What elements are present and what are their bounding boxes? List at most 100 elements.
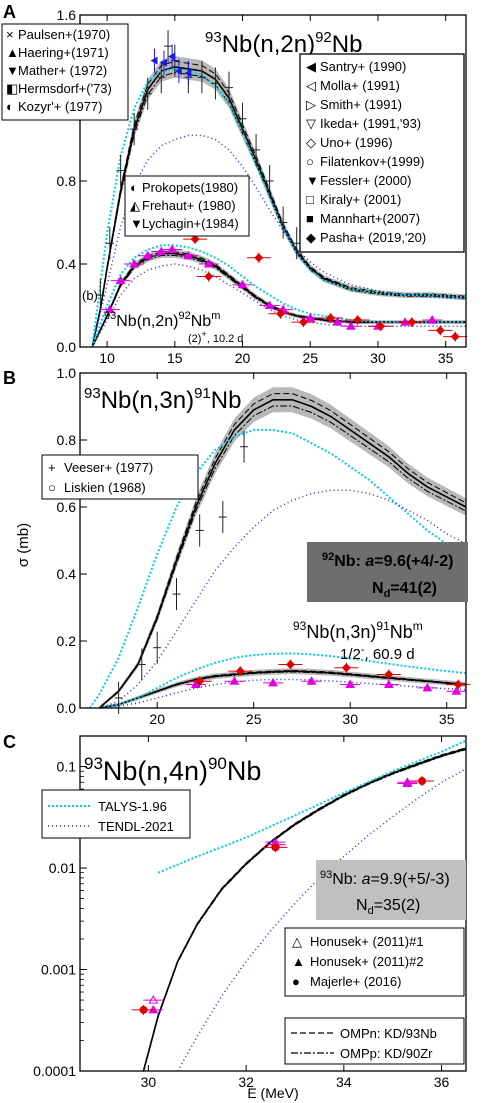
svg-text:▷: ▷ — [306, 97, 316, 112]
ompp-curve — [98, 405, 467, 709]
panel-a-data-points — [96, 30, 468, 342]
evaluation-curve — [98, 398, 467, 709]
data-point — [291, 317, 316, 328]
x-tick-label: 25 — [246, 711, 262, 727]
data-point — [428, 325, 453, 336]
data-point — [268, 308, 293, 319]
evaluation-curve — [91, 252, 466, 348]
data-point — [124, 258, 145, 268]
svg-text:○: ○ — [306, 154, 314, 169]
svg-text:◐: ◐ — [6, 99, 14, 114]
data-point — [174, 59, 182, 84]
panel-a-b-label: (b) — [82, 288, 98, 303]
legend-hermsdorf: Hermsdorf+('73) — [18, 81, 112, 96]
data-point — [137, 250, 158, 260]
legend-filatenkov: Filatenkov+(1999) — [320, 154, 424, 169]
tendl-curve — [99, 678, 467, 709]
legend-pasha: Pasha+ (2019,'20) — [320, 230, 426, 245]
data-point — [368, 321, 393, 332]
data-point — [410, 776, 435, 787]
y-tick-label: 0.6 — [57, 499, 77, 515]
ompn-curve — [91, 60, 467, 348]
svg-text:92Nb: a=9.6(+4/-2): 92Nb: a=9.6(+4/-2) — [322, 551, 453, 570]
legend-majerle: Majerle+ (2016) — [310, 974, 401, 989]
panel-c-legend-points: △ Honusek+ (2011)#1 ▲ Honusek+ (2011)#2 ● M… — [284, 927, 465, 997]
panel-c-axes: 30 32 34 36 0.0001 0.001 0.01 0.1 — [33, 736, 450, 1090]
svg-text:93Nb: a=9.9(+5/-3): 93Nb: a=9.9(+5/-3) — [320, 869, 450, 888]
y-tick-label: 0.8 — [57, 173, 77, 189]
tendl-curve — [91, 134, 467, 348]
data-point — [195, 514, 204, 547]
data-point — [211, 67, 220, 100]
data-point — [184, 61, 192, 86]
panel-b-frame — [79, 372, 467, 709]
data-point — [240, 430, 249, 463]
x-tick-label: 36 — [434, 1074, 450, 1090]
panel-c: 30 32 34 36 0.0001 0.001 0.01 0.1 93Nb(n,4n)90N… — [33, 735, 467, 1101]
legend-santry: Santry+ (1990) — [320, 59, 406, 74]
data-point — [137, 648, 146, 681]
data-point — [105, 227, 114, 260]
y-tick-label: 0.001 — [41, 962, 76, 978]
legend-kozyr: Kozyr'+ (1977) — [18, 99, 103, 114]
data-point — [345, 315, 370, 326]
data-point — [131, 1004, 156, 1015]
x-tick-label: 30 — [141, 1074, 157, 1090]
data-point — [110, 275, 131, 285]
data-point — [162, 244, 183, 253]
y-tick-label: 0.1 — [57, 759, 77, 775]
y-tick-label: 0.0 — [57, 700, 77, 716]
panel-c-data-points — [131, 776, 435, 1015]
panel-a-frame — [79, 14, 467, 348]
data-point — [116, 154, 125, 187]
data-point — [172, 578, 181, 611]
y-tick-label: 0.4 — [57, 566, 77, 582]
data-point — [340, 679, 361, 689]
svg-text:◧: ◧ — [6, 81, 18, 96]
data-point — [263, 677, 283, 687]
svg-text:+: + — [48, 460, 56, 475]
data-point — [196, 271, 221, 282]
data-point — [399, 317, 424, 328]
panel-b-axes: 20 25 30 35 0.0 0.2 0.4 0.6 0.8 1.0 — [57, 365, 455, 727]
legend-ompn: OMPn: KD/93Nb — [340, 1026, 437, 1041]
data-point — [218, 501, 227, 534]
legend-paulsen: Paulsen+(1970) — [18, 27, 110, 42]
svg-text:◐: ◐ — [130, 180, 138, 195]
x-tick-label: 15 — [167, 350, 183, 366]
x-tick-label: 32 — [238, 1074, 254, 1090]
panel-a-label: A — [3, 2, 16, 22]
svg-text:▼: ▼ — [6, 63, 19, 78]
y-tick-label: 1.0 — [57, 365, 77, 381]
ompn-curve — [143, 747, 467, 1071]
svg-text:◁: ◁ — [306, 78, 316, 93]
panel-b-legend: + Veeser+ (1977) ○ Liskien (1968) — [41, 454, 199, 500]
legend-ikeda: Ikeda+ (1991,'93) — [320, 116, 421, 131]
data-point — [228, 666, 253, 677]
y-tick-label: 0.8 — [57, 432, 77, 448]
data-point — [443, 331, 468, 342]
panel-a-legend-right: ◀ Santry+ (1990) ◁ Molla+ (1991) ▷ Smith+ (… — [299, 53, 465, 253]
panel-a-legend-middle: ◐ Prokopets(1980) ◭ Frehaut+ (1980) ▼ Lycha… — [124, 175, 250, 237]
data-point — [376, 669, 401, 680]
legend-smith: Smith+ (1991) — [320, 97, 402, 112]
data-point — [178, 250, 199, 260]
data-point — [417, 682, 438, 692]
svg-text:◆: ◆ — [306, 230, 316, 245]
legend-fessler: Fessler+ (2000) — [320, 173, 411, 188]
data-point — [252, 133, 261, 166]
y-tick-label: 0.0001 — [33, 1063, 76, 1079]
panel-b-curves — [88, 393, 467, 709]
panel-b-parameter-box: 92Nb: a=9.6(+4/-2) Nd=41(2) — [307, 542, 468, 602]
panel-b: 20 25 30 35 0.0 0.2 0.4 0.6 0.8 1.0 93Nb(n,3n)91N… — [15, 365, 471, 727]
data-point — [96, 279, 105, 312]
evaluation-curve — [99, 670, 467, 709]
data-point — [397, 778, 418, 788]
ompn-curve — [98, 393, 467, 709]
data-point — [224, 676, 245, 685]
data-point — [224, 71, 233, 104]
svg-text:◀: ◀ — [306, 59, 316, 74]
data-point — [197, 61, 206, 94]
data-point — [278, 659, 303, 670]
